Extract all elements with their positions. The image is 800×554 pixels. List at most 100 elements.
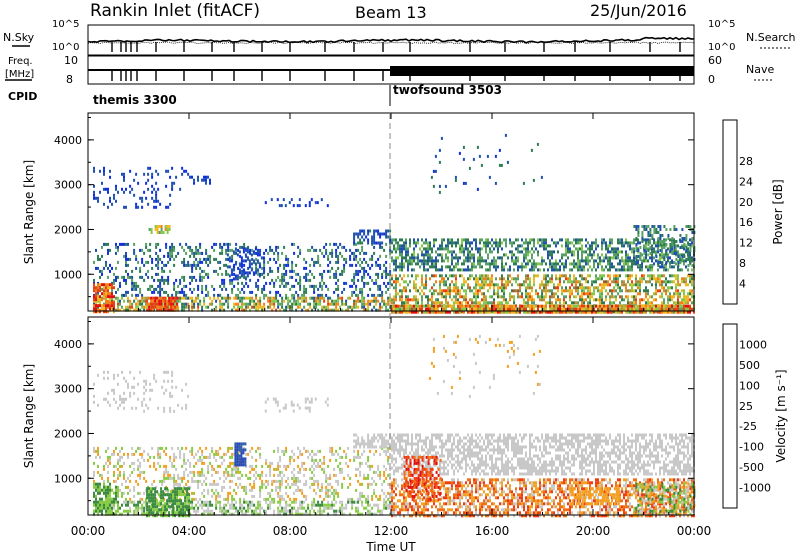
power-cell-763 [371,293,374,297]
velocity-cell-102 [131,452,134,456]
velocity-cell-22 [101,473,103,477]
power-cell-1828 [427,250,429,254]
power-cell-521 [283,278,286,282]
power-cell-810 [389,248,392,252]
power-cell-1190 [335,302,338,306]
power-cell-4048 [625,307,627,311]
power-cell-2294 [583,268,585,272]
power-cell-979 [193,305,196,309]
power-cell-3645 [671,280,673,284]
power-cell-2055 [501,241,503,245]
power-cell-2439 [629,256,631,260]
power-cell-2088 [513,268,515,272]
power-cell-3256 [565,274,567,278]
power-cell-3348 [589,274,591,278]
power-cell-24 [103,242,105,246]
power-cell-1486 [147,187,150,191]
power-cell-1539 [205,181,207,185]
power-cell-3249 [563,280,565,284]
power-cell-3587 [655,310,657,314]
power-cell-1071 [259,299,262,303]
power-cell-741 [363,269,366,273]
power-cell-901 [145,305,148,309]
power-cell-2200 [553,241,555,245]
power-cell-2251 [571,262,573,266]
power-cell-1272 [93,289,95,293]
velocity-cell-236 [179,482,182,486]
power-cell-452 [257,272,260,276]
power-cell-16 [99,269,101,273]
power-cell-2140 [531,256,533,260]
power-cell-1147 [309,302,312,306]
power-cell-1439 [103,202,105,206]
velocity-cell-204 [171,464,174,468]
power-cell-2610 [687,247,689,251]
power-cell-490 [273,257,276,261]
power-cell-2446 [631,259,633,263]
power-cell-1545 [228,256,231,260]
velocity-cell-345 [213,491,216,495]
power-cell-1970 [471,262,473,266]
power-cell-975 [191,305,194,309]
velocity-cell-132 [141,497,144,501]
power-cell-882 [135,308,138,312]
power-cell-705 [353,281,356,285]
power-cell-2442 [629,268,631,272]
power-cell-183 [163,269,166,273]
power-cell-3657 [675,274,677,278]
power-cell-2806 [443,277,445,281]
power-cell-3339 [587,280,589,284]
power-cell-2081 [511,253,513,257]
velocity-cell-220 [175,455,178,459]
power-cell-2763 [431,274,433,278]
power-cell-348 [221,272,224,276]
power-cell-703 [353,275,356,279]
power-cell-995 [209,296,212,300]
power-cell-3298 [575,289,577,293]
power-cell-1408 [170,302,173,306]
power-cell-621 [321,293,324,297]
power-cell-4281 [687,258,690,261]
power-cell-2893 [465,301,467,305]
power-cell-53 [115,278,117,282]
power-cell-3783 [427,307,429,311]
power-cell-4129 [683,307,685,311]
power-cell-1006 [219,302,222,306]
power-cell-1839 [429,259,431,263]
power-cell-3198 [549,295,551,299]
power-cell-2058 [501,259,503,263]
power-cell-3000 [491,310,493,314]
velocity-cell-295 [197,485,200,489]
power-cell-142 [151,260,154,264]
velocity-cell-43 [109,461,111,465]
power-cell-1633 [168,228,171,231]
power-cell-4090 [655,307,657,311]
power-cell-2181 [545,262,547,266]
power-cell-1894 [449,241,451,245]
power-cell-273 [195,248,198,252]
power-cell-1844 [431,259,433,263]
power-cell-1867 [439,268,441,272]
power-cell-2815 [445,289,447,293]
power-cell-3386 [599,295,601,299]
power-cell-2371 [609,259,611,263]
power-cell-2718 [415,301,417,305]
velocity-cell-356 [217,464,220,468]
power-cell-1034 [239,296,242,300]
power-cell-1404 [168,302,171,306]
power-cell-3173 [543,289,545,293]
velocity-cell-38 [107,479,109,483]
power-cell-3306 [577,301,579,305]
power-cell-3210 [551,301,553,305]
power-cell-1301 [99,310,101,314]
power-cell-261 [191,266,194,270]
power-cell-1749 [401,268,403,272]
velocity-cell-348 [215,458,218,462]
power-cell-2693 [407,298,409,302]
power-cell-2179 [545,244,547,248]
power-cell-131 [147,248,150,252]
velocity-cell-514 [271,479,274,483]
power-cell-860 [119,308,121,312]
power-cell-4008 [597,304,599,308]
power-cell-3526 [639,280,641,284]
